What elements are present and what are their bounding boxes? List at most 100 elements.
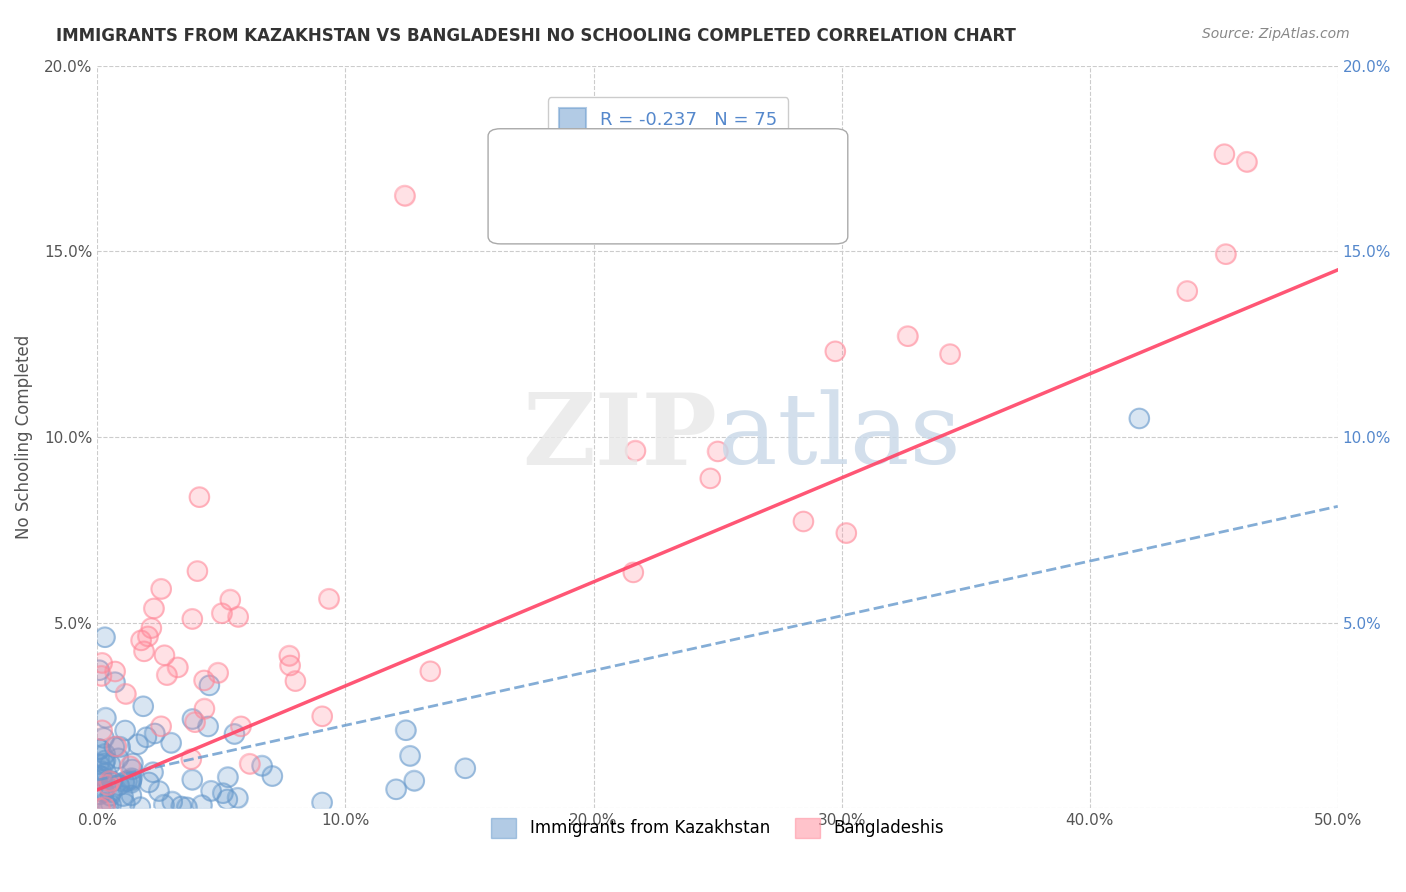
Point bbox=[127, 737, 149, 751]
Point bbox=[160, 736, 183, 750]
Point bbox=[1215, 247, 1237, 261]
Point bbox=[87, 663, 110, 677]
Point bbox=[90, 669, 112, 683]
Point bbox=[101, 774, 124, 789]
Point bbox=[142, 765, 165, 780]
Point bbox=[120, 775, 142, 789]
Point bbox=[229, 719, 252, 733]
Point bbox=[399, 748, 422, 763]
Point bbox=[1128, 411, 1150, 425]
Point bbox=[104, 675, 127, 690]
Point bbox=[226, 790, 249, 805]
Point bbox=[114, 797, 136, 811]
Point bbox=[190, 798, 212, 813]
Point bbox=[132, 699, 155, 714]
Point bbox=[180, 752, 202, 766]
Point bbox=[454, 761, 477, 775]
Point bbox=[94, 747, 117, 761]
Point bbox=[217, 792, 239, 806]
Point bbox=[224, 727, 246, 741]
Point bbox=[87, 742, 110, 756]
Point bbox=[706, 444, 728, 458]
Point bbox=[93, 783, 115, 797]
Point bbox=[100, 785, 122, 799]
Point bbox=[186, 564, 208, 578]
Point bbox=[121, 763, 143, 777]
Point bbox=[120, 773, 142, 788]
Point bbox=[311, 796, 333, 810]
Point bbox=[792, 515, 814, 529]
Legend: Immigrants from Kazakhstan, Bangladeshis: Immigrants from Kazakhstan, Bangladeshis bbox=[485, 811, 950, 845]
Point bbox=[100, 774, 122, 789]
Point bbox=[156, 668, 179, 682]
Point bbox=[89, 801, 111, 815]
Point bbox=[90, 764, 112, 778]
Point bbox=[239, 756, 262, 771]
Point bbox=[90, 769, 112, 783]
Point bbox=[127, 737, 149, 751]
Point bbox=[91, 772, 114, 787]
Point bbox=[193, 701, 215, 715]
Point bbox=[824, 344, 846, 359]
Point bbox=[136, 629, 159, 643]
Point bbox=[120, 775, 142, 789]
Point bbox=[93, 800, 115, 814]
Point bbox=[224, 727, 246, 741]
Point bbox=[824, 344, 846, 359]
Point bbox=[176, 800, 198, 814]
Point bbox=[250, 758, 273, 772]
Point bbox=[118, 759, 141, 773]
Point bbox=[121, 756, 143, 771]
Point bbox=[91, 723, 114, 738]
Point bbox=[621, 566, 644, 580]
Point bbox=[193, 673, 215, 688]
Point bbox=[262, 769, 284, 783]
Point bbox=[404, 773, 426, 788]
Point bbox=[91, 656, 114, 670]
Point bbox=[96, 766, 118, 780]
Point bbox=[211, 607, 233, 621]
Point bbox=[107, 751, 129, 765]
Point bbox=[98, 757, 121, 772]
Point bbox=[111, 789, 134, 803]
Point bbox=[219, 592, 242, 607]
Point bbox=[385, 782, 408, 797]
Point bbox=[97, 778, 120, 792]
Point bbox=[181, 612, 204, 626]
Point bbox=[129, 800, 152, 814]
Point bbox=[404, 773, 426, 788]
Point bbox=[188, 490, 211, 504]
Point bbox=[142, 601, 165, 615]
Y-axis label: No Schooling Completed: No Schooling Completed bbox=[15, 334, 32, 539]
Point bbox=[211, 786, 233, 800]
Point bbox=[186, 564, 208, 578]
Point bbox=[153, 648, 176, 663]
Point bbox=[94, 711, 117, 725]
Point bbox=[699, 471, 721, 485]
Point bbox=[180, 752, 202, 766]
Point bbox=[87, 768, 110, 782]
Point bbox=[143, 726, 166, 740]
Point bbox=[1213, 147, 1236, 161]
Point bbox=[239, 756, 262, 771]
Point bbox=[1128, 411, 1150, 425]
Point bbox=[129, 633, 152, 648]
Point bbox=[188, 490, 211, 504]
Point bbox=[142, 765, 165, 780]
Point bbox=[100, 774, 122, 789]
Point bbox=[94, 796, 117, 810]
Point bbox=[104, 665, 127, 679]
Point bbox=[97, 800, 120, 814]
Point bbox=[141, 621, 163, 635]
Point bbox=[150, 582, 173, 596]
Point bbox=[226, 609, 249, 624]
Point bbox=[193, 673, 215, 688]
Point bbox=[111, 789, 134, 803]
Point bbox=[120, 773, 142, 788]
Point bbox=[419, 665, 441, 679]
Point bbox=[121, 763, 143, 777]
Point bbox=[181, 772, 204, 787]
Point bbox=[229, 719, 252, 733]
Point bbox=[399, 748, 422, 763]
Point bbox=[129, 800, 152, 814]
